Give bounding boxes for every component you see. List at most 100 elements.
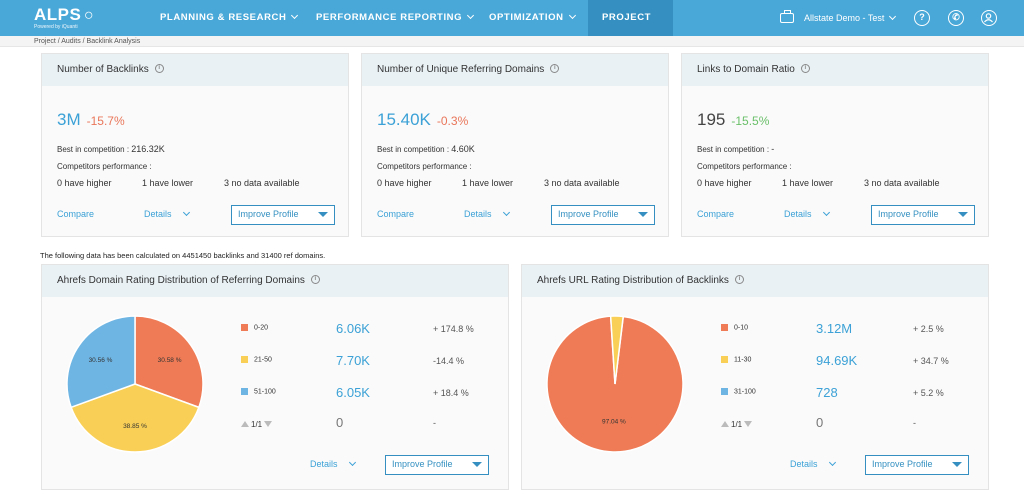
pie-slice-11-30[interactable] [609, 315, 625, 385]
best-label: Best in competition : [697, 145, 770, 154]
account-name: Allstate Demo - Test [804, 13, 885, 23]
chevron-down-icon [348, 458, 356, 467]
improve-label: Improve Profile [392, 459, 453, 469]
details-dropdown[interactable]: Details [464, 208, 510, 219]
range-value: 3.12M [816, 321, 853, 336]
range-change: + 5.2 % [913, 388, 944, 398]
info-icon[interactable]: i [734, 274, 744, 284]
card-header: Links to Domain Ratio i [682, 54, 988, 86]
compare-link[interactable]: Compare [57, 209, 95, 219]
brand-tagline: Powered by iQuanti [34, 24, 78, 30]
nav-performance-reporting[interactable]: PERFORMANCE REPORTING [302, 0, 487, 36]
compare-link[interactable]: Compare [377, 209, 415, 219]
have-higher: 0 have higher [377, 178, 432, 188]
chevron-down-icon [467, 11, 475, 20]
pagination[interactable]: 1/1 [721, 420, 753, 429]
metric-value-row: 15.40K -0.3% [377, 110, 468, 130]
chevron-down-icon [822, 208, 830, 217]
info-icon[interactable]: i [800, 63, 810, 73]
legend-label: 0-10 [734, 324, 749, 332]
improve-profile-dropdown[interactable]: Improve Profile [865, 455, 969, 475]
prev-page-icon[interactable] [241, 421, 249, 427]
account-selector[interactable]: Allstate Demo - Test [780, 0, 897, 36]
improve-profile-dropdown[interactable]: Improve Profile [551, 205, 655, 225]
details-dropdown[interactable]: Details [784, 208, 830, 219]
details-dropdown[interactable]: Details [144, 208, 190, 219]
chevron-down-icon [568, 11, 576, 20]
caret-down-icon [318, 212, 328, 217]
legend-label: 21-50 [254, 356, 272, 364]
swatch-yellow [241, 356, 248, 363]
card-title: Number of Backlinks [57, 64, 149, 75]
improve-profile-dropdown[interactable]: Improve Profile [231, 205, 335, 225]
details-label: Details [464, 209, 492, 219]
pie-slice-51-100[interactable] [66, 315, 136, 409]
card-title: Ahrefs Domain Rating Distribution of Ref… [57, 275, 305, 286]
legend-label: 31-100 [734, 388, 756, 396]
improve-profile-dropdown[interactable]: Improve Profile [385, 455, 489, 475]
metric-value-row: 3M -15.7% [57, 110, 125, 130]
footer-value: 0 [336, 415, 344, 430]
legend-item-31-100: 31-100 [721, 388, 756, 395]
nav-project[interactable]: PROJECT [588, 0, 673, 56]
prev-page-icon[interactable] [721, 421, 729, 427]
best-in-competition: Best in competition : - [697, 144, 774, 154]
card-unique-referring-domains: Number of Unique Referring Domains i 15.4… [361, 53, 669, 237]
range-change: -14.4 % [433, 356, 465, 366]
metric-value: 15.40K [377, 110, 431, 129]
info-icon[interactable]: i [310, 274, 320, 284]
nav-planning-research[interactable]: PLANNING & RESEARCH [146, 0, 311, 36]
best-value: 4.60K [451, 144, 475, 154]
swatch-orange [241, 324, 248, 331]
legend-label: 51-100 [254, 388, 276, 396]
metric-change: -15.5% [731, 114, 770, 128]
info-icon[interactable]: i [154, 63, 164, 73]
range-value: 728 [816, 385, 838, 400]
metric-change: -0.3% [436, 114, 469, 128]
metric-change: -15.7% [86, 114, 125, 128]
swatch-blue [241, 388, 248, 395]
details-dropdown[interactable]: Details [790, 458, 836, 469]
next-page-icon[interactable] [264, 421, 273, 427]
alps-logo[interactable]: ALPS ○ Powered by iQuanti [34, 5, 94, 30]
info-icon[interactable]: i [550, 63, 560, 73]
legend-item-0-10: 0-10 [721, 324, 748, 331]
nav-label: PROJECT [602, 12, 652, 23]
card-title: Number of Unique Referring Domains [377, 64, 545, 75]
user-icon[interactable] [981, 10, 997, 26]
help-icon[interactable]: ? [914, 10, 930, 26]
details-dropdown[interactable]: Details [310, 458, 356, 469]
card-header: Ahrefs URL Rating Distribution of Backli… [522, 265, 988, 297]
details-label: Details [310, 459, 338, 469]
range-value: 6.06K [336, 321, 370, 336]
compare-link[interactable]: Compare [697, 209, 735, 219]
card-links-to-domain-ratio: Links to Domain Ratio i 195 -15.5% Best in… [681, 53, 989, 237]
caret-down-icon [472, 462, 482, 467]
url-rating-pie-chart: 97.04 % [546, 315, 684, 453]
nav-optimization[interactable]: OPTIMIZATION [475, 0, 589, 36]
top-nav-bar: ALPS ○ Powered by iQuanti PLANNING & RES… [0, 0, 1024, 56]
details-label: Details [784, 209, 812, 219]
pie-slice-0-20[interactable] [134, 315, 204, 409]
legend-item-11-30: 11-30 [721, 356, 751, 363]
no-data: 3 no data available [864, 178, 940, 188]
chevron-down-icon [502, 208, 510, 217]
next-page-icon[interactable] [744, 421, 753, 427]
best-value: - [771, 144, 775, 154]
swatch-orange [721, 324, 728, 331]
chevron-down-icon [889, 12, 897, 21]
best-label: Best in competition : [57, 145, 130, 154]
phone-icon[interactable]: ✆ [948, 10, 964, 26]
breadcrumb[interactable]: Project / Audits / Backlink Analysis [34, 38, 141, 45]
pie-slice-21-50[interactable] [70, 383, 200, 453]
pagination[interactable]: 1/1 [241, 420, 273, 429]
swatch-blue [721, 388, 728, 395]
range-change: + 34.7 % [913, 356, 949, 366]
legend-item-0-20: 0-20 [241, 324, 268, 331]
improve-profile-dropdown[interactable]: Improve Profile [871, 205, 975, 225]
legend-item-51-100: 51-100 [241, 388, 276, 395]
no-data: 3 no data available [224, 178, 300, 188]
q-logo-icon: ○ [83, 7, 95, 24]
nav-label: OPTIMIZATION [489, 12, 564, 23]
have-higher: 0 have higher [697, 178, 752, 188]
